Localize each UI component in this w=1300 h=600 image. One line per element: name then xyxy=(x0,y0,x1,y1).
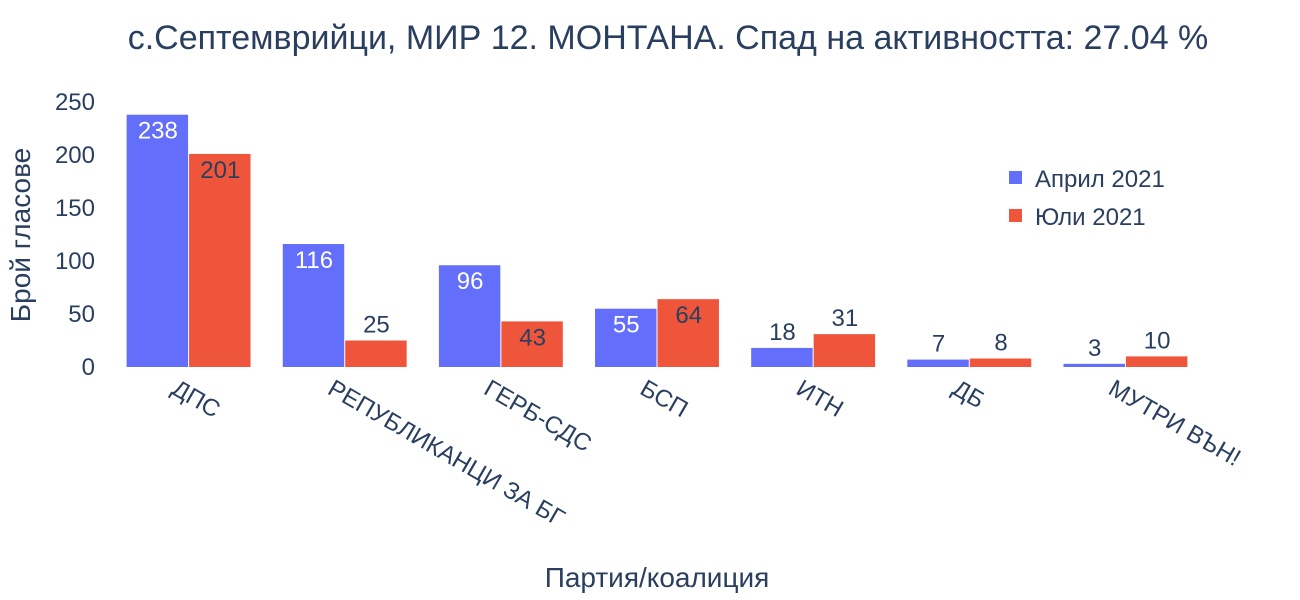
x-tick-label: ГЕРБ-СДС xyxy=(479,375,596,458)
bar[interactable] xyxy=(657,299,719,367)
bar-value-label: 55 xyxy=(613,312,640,339)
x-tick-label: ДБ xyxy=(948,375,989,414)
legend[interactable]: Април 2021 Юли 2021 xyxy=(1009,166,1165,231)
y-tick-label: 200 xyxy=(55,142,95,169)
bar[interactable] xyxy=(595,308,657,367)
bar[interactable] xyxy=(1063,363,1125,367)
bar-labels-group: 238 201 116 25 96 43 55 64 18 31 7 8 3 10 xyxy=(138,118,1171,362)
legend-label[interactable]: Април 2021 xyxy=(1035,166,1165,193)
x-tick-label: ДПС xyxy=(167,375,225,424)
bar[interactable] xyxy=(1125,356,1188,367)
bar-value-label: 10 xyxy=(1144,327,1171,354)
legend-swatch[interactable] xyxy=(1009,171,1022,184)
bar[interactable] xyxy=(438,265,501,367)
bar-value-label: 64 xyxy=(675,302,702,329)
bar-value-label: 31 xyxy=(832,305,859,332)
x-tick-label: ИТН xyxy=(792,375,848,423)
bar-value-label: 201 xyxy=(200,157,240,184)
x-axis-title: Партия/коалиция xyxy=(545,562,770,593)
y-tick-label: 0 xyxy=(82,354,95,381)
x-tick-label: МУТРИ ВЪН! xyxy=(1104,375,1245,472)
bar-value-label: 25 xyxy=(363,312,390,339)
bar-value-label: 43 xyxy=(519,324,546,351)
bar[interactable] xyxy=(751,347,813,367)
bar[interactable] xyxy=(345,340,407,368)
y-tick-label: 150 xyxy=(55,195,95,222)
bar-value-label: 18 xyxy=(769,319,796,346)
bar[interactable] xyxy=(969,358,1032,367)
bar-value-label: 8 xyxy=(994,330,1007,357)
y-axis-title: Брой гласове xyxy=(5,148,36,322)
bar-value-label: 96 xyxy=(457,268,484,295)
bar-value-label: 3 xyxy=(1088,335,1101,362)
y-tick-label: 50 xyxy=(68,301,95,328)
bar[interactable] xyxy=(813,334,876,367)
bars-group xyxy=(126,114,1188,368)
legend-label[interactable]: Юли 2021 xyxy=(1035,204,1146,231)
chart-title: с.Септемврийци, МИР 12. МОНТАНА. Спад на… xyxy=(128,19,1209,57)
y-tick-label: 100 xyxy=(55,248,95,275)
bar[interactable] xyxy=(126,114,189,367)
legend-swatch[interactable] xyxy=(1009,209,1022,222)
y-tick-label: 250 xyxy=(55,89,95,116)
bar-value-label: 238 xyxy=(138,118,178,145)
bar-value-label: 116 xyxy=(295,247,333,274)
bar-value-label: 7 xyxy=(932,331,945,358)
bar[interactable] xyxy=(282,244,345,367)
bar[interactable] xyxy=(501,321,563,367)
bar[interactable] xyxy=(189,153,251,367)
y-axis-ticks: 0 50 100 150 200 250 xyxy=(55,89,95,381)
x-tick-label: БСП xyxy=(636,375,693,423)
bar[interactable] xyxy=(907,359,969,367)
